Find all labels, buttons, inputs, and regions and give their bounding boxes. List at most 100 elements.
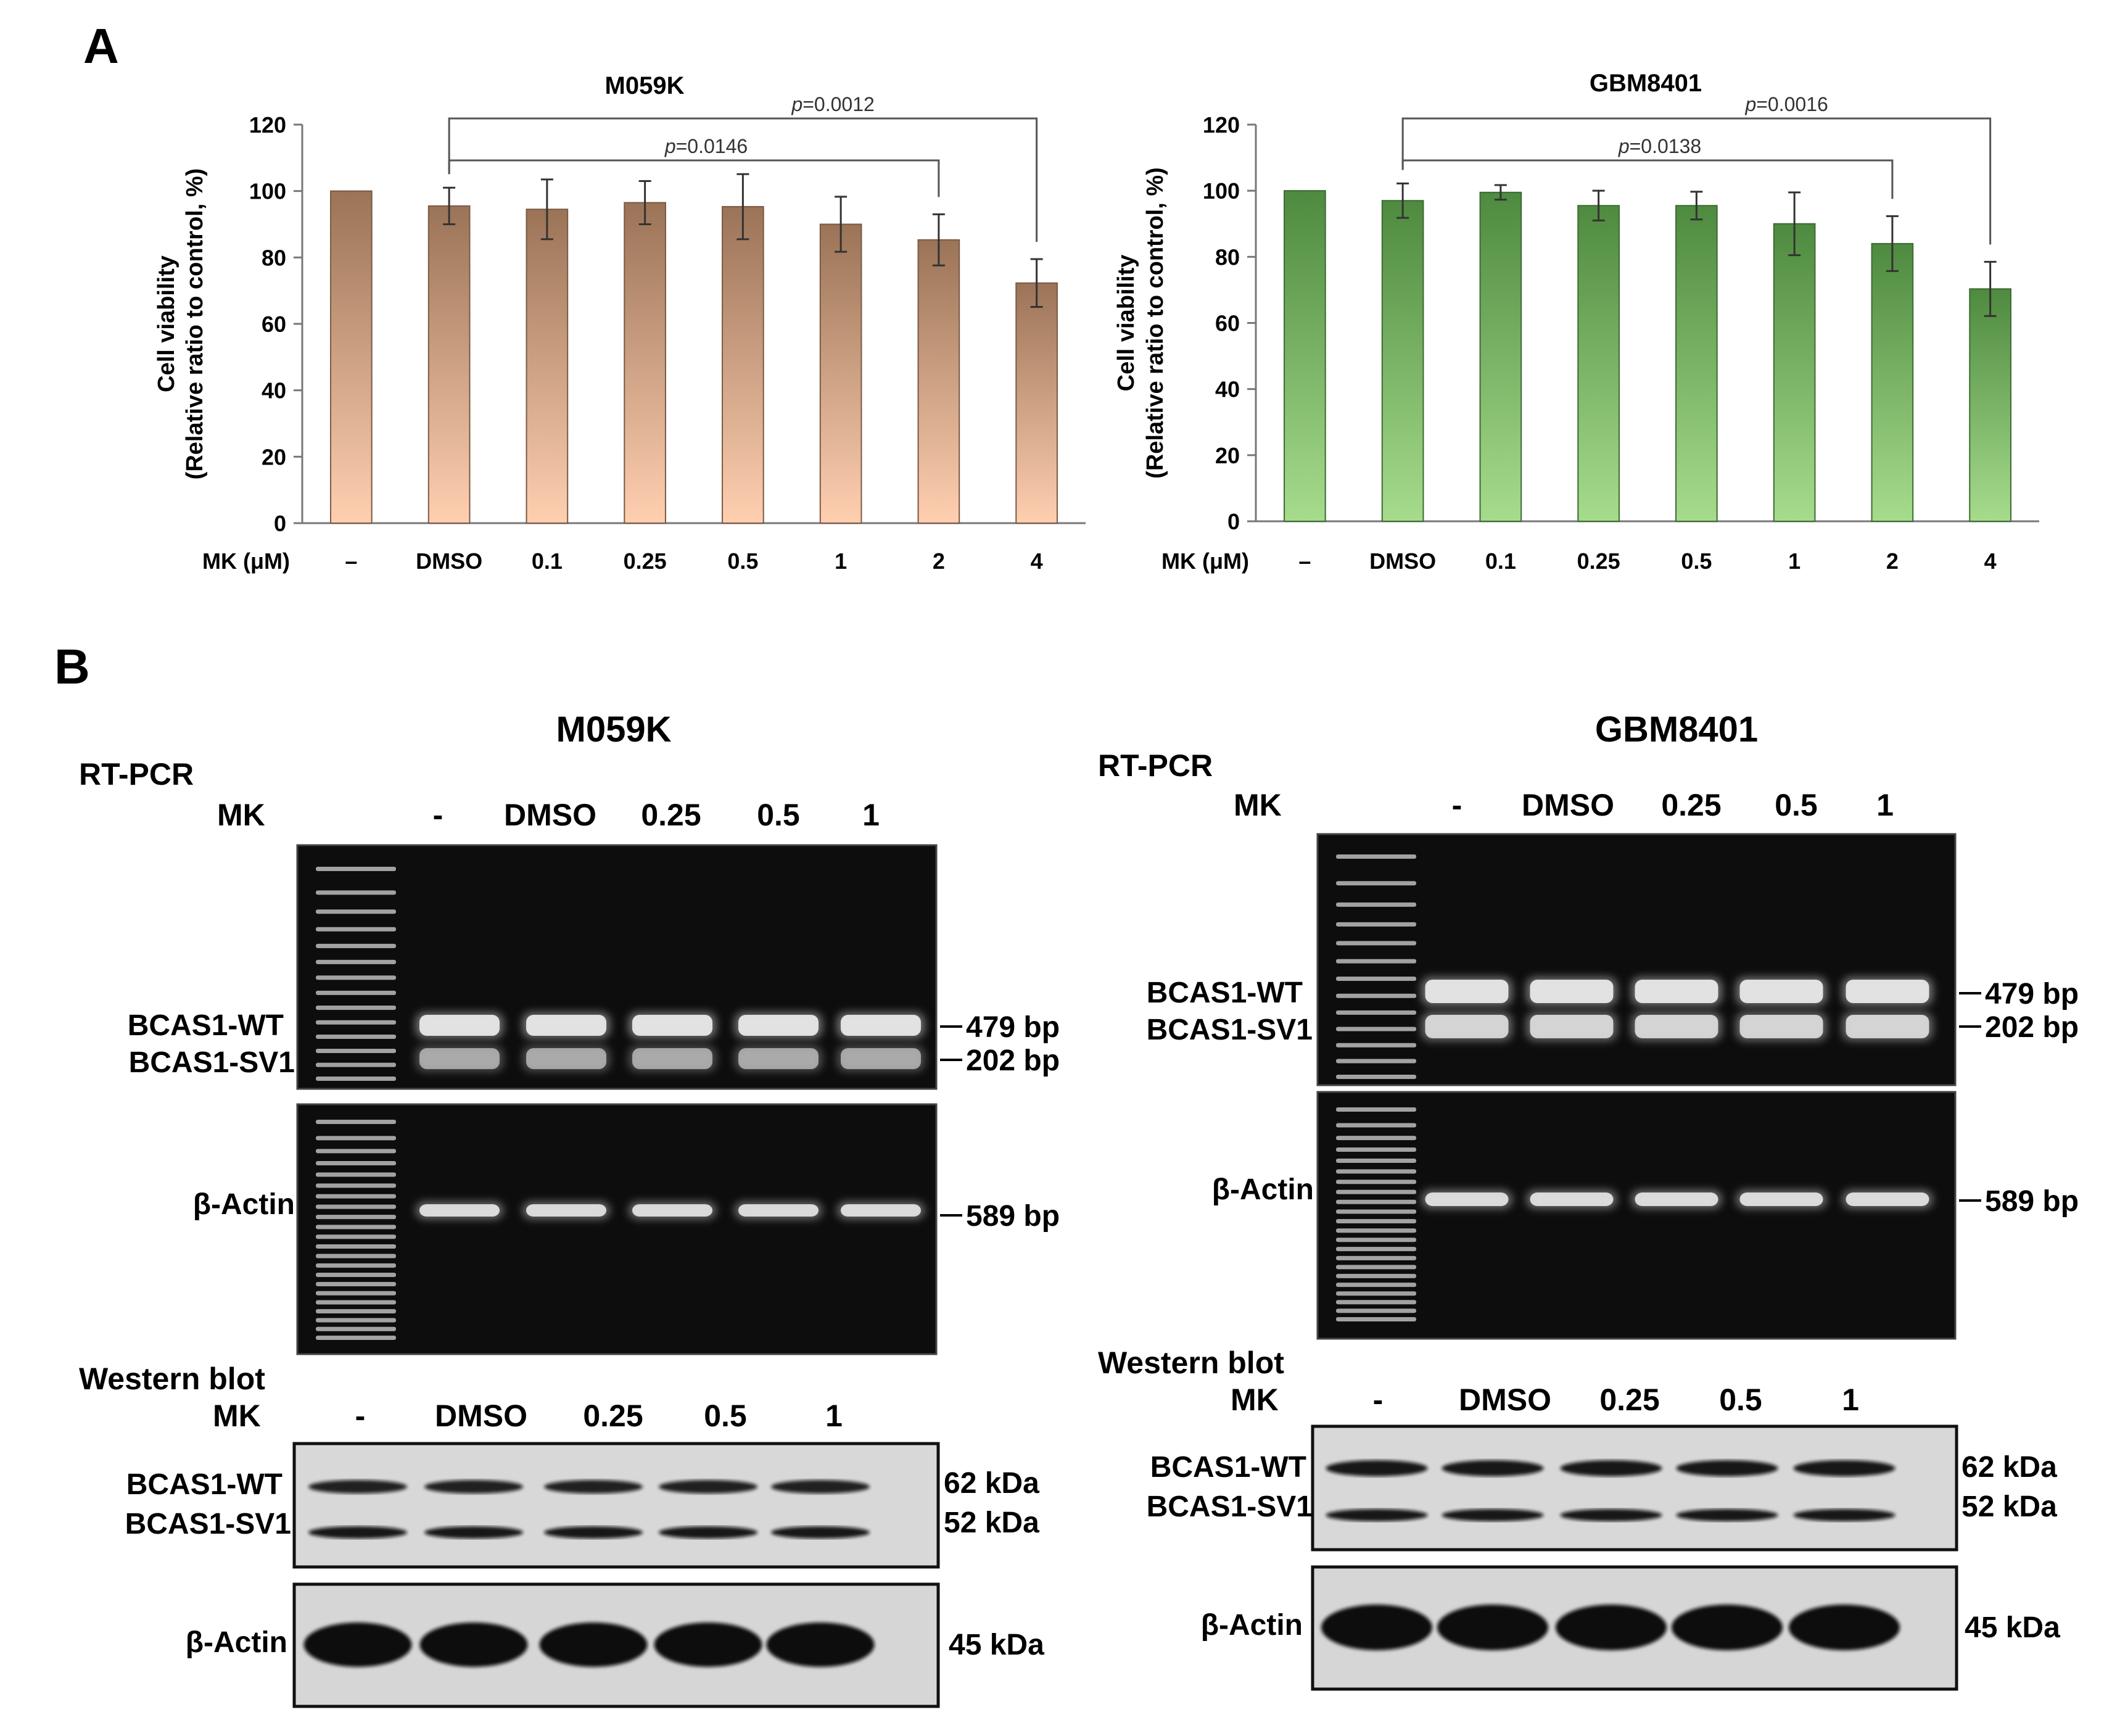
wb-band xyxy=(419,1622,528,1667)
pcr-band xyxy=(841,1015,921,1036)
wb-band xyxy=(1793,1509,1895,1521)
wb-bands-actin-m059k xyxy=(303,1622,875,1667)
chart-m059k-viability: M059K Cell viability (Relative ratio to co… xyxy=(154,72,1086,574)
lane-label: 0.5 xyxy=(757,798,800,832)
wb-bands-actin-gbm8401 xyxy=(1321,1605,1900,1650)
lane-label: DMSO xyxy=(504,798,596,832)
wb-band xyxy=(308,1480,407,1494)
y-tick-label: 80 xyxy=(1215,244,1240,270)
ladder-band xyxy=(316,1309,396,1314)
y-axis-label-line2: (Relative ratio to control, %) xyxy=(182,168,208,480)
pcr-bands-gel1-gbm8401 xyxy=(1421,977,1933,1041)
ladder-band xyxy=(316,1215,396,1220)
wb-band xyxy=(1326,1509,1428,1521)
y-tick-label: 120 xyxy=(1203,112,1240,138)
wb-blot-bcas1-gbm8401 xyxy=(1311,1424,1958,1552)
dna-ladder-gel1-gbm8401 xyxy=(1336,854,1416,1079)
blot-panel-m059k: M059K RT-PCR MK - DMSO 0.25 0.5 1 BCAS1-WT B… xyxy=(79,709,1060,1708)
ladder-band xyxy=(1336,977,1416,982)
wb-band xyxy=(1676,1460,1778,1476)
ladder-band xyxy=(316,1225,396,1230)
ladder-band xyxy=(1336,1317,1416,1321)
lane-label: 0.5 xyxy=(1719,1383,1762,1417)
pcr-band xyxy=(1425,1192,1509,1206)
ladder-band xyxy=(1336,1283,1416,1288)
pcr-band xyxy=(419,1204,500,1217)
bar xyxy=(722,205,764,524)
kda-62-gbm8401: 62 kDa xyxy=(1961,1451,2057,1484)
wb-band xyxy=(654,1622,762,1667)
ladder-band xyxy=(1336,993,1416,998)
ladder-band xyxy=(316,867,396,871)
lane-label: 1 xyxy=(1876,788,1894,822)
bar xyxy=(1773,223,1816,522)
x-tick-label: 0.25 xyxy=(1577,548,1620,574)
wb-band xyxy=(1326,1460,1428,1476)
ladder-band xyxy=(316,1318,396,1323)
wb-band xyxy=(1793,1460,1895,1476)
pcr-band xyxy=(1739,1192,1823,1206)
ladder-band xyxy=(316,1149,396,1154)
pcr-band xyxy=(526,1048,606,1069)
rtpcr-lane-labels-m059k: - DMSO 0.25 0.5 1 xyxy=(433,798,880,832)
wb-band xyxy=(1442,1460,1544,1476)
wb-label-bcas1-sv1-gbm8401: BCAS1-SV1 xyxy=(1147,1490,1313,1523)
ladder-band xyxy=(1336,1273,1416,1278)
mk-label-m059k: MK xyxy=(217,798,265,832)
wb-band xyxy=(1560,1460,1662,1476)
lane-label: 1 xyxy=(862,798,880,832)
y-axis-label-line1: Cell viability xyxy=(1113,255,1139,392)
lane-label: DMSO xyxy=(1522,788,1614,822)
ladder-band xyxy=(1336,1300,1416,1305)
ladder-band xyxy=(1336,1308,1416,1313)
bar xyxy=(1871,242,1914,522)
size-479-m059k: 479 bp xyxy=(966,1011,1060,1044)
y-tick-label: 100 xyxy=(1203,178,1240,204)
bar xyxy=(1675,205,1718,522)
ladder-band xyxy=(1336,1059,1416,1064)
ladder-band xyxy=(316,1263,396,1268)
x-tick-label: 2 xyxy=(933,548,945,574)
bar xyxy=(917,239,960,524)
wb-label-actin-gbm8401: β-Actin xyxy=(1201,1609,1303,1642)
panel-b-label: B xyxy=(54,639,90,694)
ladder-band xyxy=(1336,1136,1416,1141)
ladder-band xyxy=(1336,1027,1416,1031)
size-589-m059k: 589 bp xyxy=(966,1200,1060,1233)
ladder-band xyxy=(316,1120,396,1124)
wb-label-actin-m059k: β-Actin xyxy=(186,1626,287,1659)
wb-band xyxy=(544,1480,643,1494)
blot-title-gbm8401: GBM8401 xyxy=(1595,709,1758,750)
pcr-band xyxy=(1739,1015,1823,1038)
mk-label-gbm8401: MK xyxy=(1234,788,1282,822)
lane-label: - xyxy=(433,798,443,832)
size-479-gbm8401: 479 bp xyxy=(1985,978,2079,1011)
ladder-band xyxy=(1336,854,1416,859)
bar xyxy=(1284,190,1326,522)
ladder-band xyxy=(316,1062,396,1067)
dna-ladder-gel2-gbm8401 xyxy=(1336,1107,1416,1321)
size-202-gbm8401: 202 bp xyxy=(1985,1011,2079,1044)
wb-band xyxy=(1321,1605,1432,1650)
ladder-band xyxy=(316,1234,396,1239)
wb-blot-bcas1-m059k xyxy=(292,1442,940,1569)
x-tick-label: DMSO xyxy=(416,548,482,574)
x-tick-label: 4 xyxy=(1031,548,1043,574)
y-tick-label: 120 xyxy=(249,112,286,138)
wb-lane-labels-m059k: - DMSO 0.25 0.5 1 xyxy=(355,1399,843,1433)
gel-actin-gbm8401 xyxy=(1316,1091,1957,1340)
wb-band xyxy=(1556,1605,1667,1650)
ladder-band xyxy=(1336,1180,1416,1184)
y-tick-label: 20 xyxy=(1215,443,1240,468)
ladder-band xyxy=(316,1160,396,1165)
lane-label: 0.5 xyxy=(1775,788,1818,822)
ladder-band xyxy=(1336,902,1416,907)
pcr-band xyxy=(632,1204,712,1217)
ladder-band xyxy=(1336,1255,1416,1260)
wb-mk-label-m059k: MK xyxy=(213,1399,261,1433)
x-tick-label: – xyxy=(345,548,357,574)
bar xyxy=(1381,200,1424,523)
size-589-gbm8401: 589 bp xyxy=(1985,1185,2079,1218)
lane-label: DMSO xyxy=(435,1399,527,1433)
